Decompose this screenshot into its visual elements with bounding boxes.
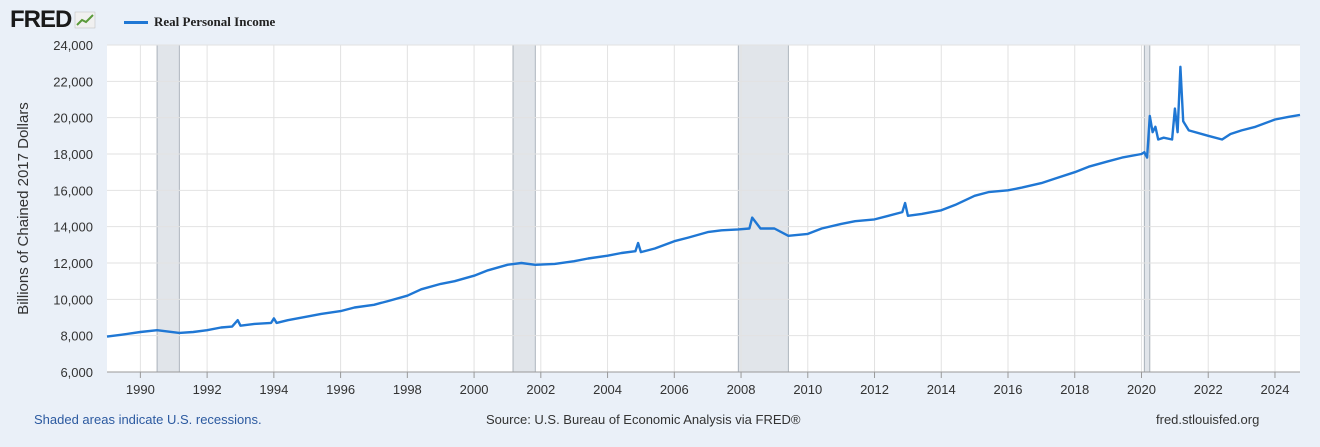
recession-band [512, 44, 536, 373]
y-tick-label: 10,000 [53, 292, 93, 307]
fred-logo-text: FRED [10, 6, 72, 33]
y-tick-label: 12,000 [53, 256, 93, 271]
y-tick-label: 8,000 [60, 329, 93, 344]
x-tick-label: 2020 [1127, 382, 1156, 397]
x-tick-label: 2004 [593, 382, 622, 397]
y-tick-label: 16,000 [53, 183, 93, 198]
legend-label: Real Personal Income [154, 14, 276, 29]
y-tick-label: 6,000 [60, 365, 93, 380]
x-tick-label: 1992 [193, 382, 222, 397]
x-tick-label: 2000 [460, 382, 489, 397]
series-line [106, 65, 1301, 338]
recession-note: Shaded areas indicate U.S. recessions. [34, 412, 262, 427]
y-tick-label: 18,000 [53, 147, 93, 162]
source-note: Source: U.S. Bureau of Economic Analysis… [486, 412, 801, 427]
x-tick-label: 1990 [126, 382, 155, 397]
x-tick-label: 2014 [927, 382, 956, 397]
y-tick-label: 22,000 [53, 74, 93, 89]
x-tick-label: 2012 [860, 382, 889, 397]
x-tick-label: 2008 [727, 382, 756, 397]
recession-band [737, 44, 789, 373]
x-tick-label: 1996 [326, 382, 355, 397]
y-axis-label: Billions of Chained 2017 Dollars [15, 102, 32, 315]
plot-area [107, 45, 1300, 372]
x-tick-label: 1994 [259, 382, 288, 397]
x-tick-label: 2024 [1261, 382, 1290, 397]
y-tick-label: 14,000 [53, 220, 93, 235]
x-tick-label: 2002 [526, 382, 555, 397]
x-tick-label: 2022 [1194, 382, 1223, 397]
recession-band [156, 44, 180, 373]
site-link[interactable]: fred.stlouisfed.org [1156, 412, 1260, 427]
x-tick-label: 2006 [660, 382, 689, 397]
x-tick-label: 1998 [393, 382, 422, 397]
line-chart: 6,000 8,000 10,000 12,000 14,000 16,000 18,000… [15, 38, 1301, 397]
legend-swatch [124, 20, 148, 24]
x-tick-label: 2016 [994, 382, 1023, 397]
recession-band [1143, 44, 1151, 373]
line-chart-icon [75, 11, 96, 29]
fred-logo[interactable]: FRED [10, 6, 96, 34]
x-tick-label: 2018 [1060, 382, 1089, 397]
y-tick-label: 20,000 [53, 111, 93, 126]
chart-legend: Real Personal Income [124, 14, 275, 30]
x-tick-label: 2010 [793, 382, 822, 397]
y-tick-label: 24,000 [53, 38, 93, 53]
